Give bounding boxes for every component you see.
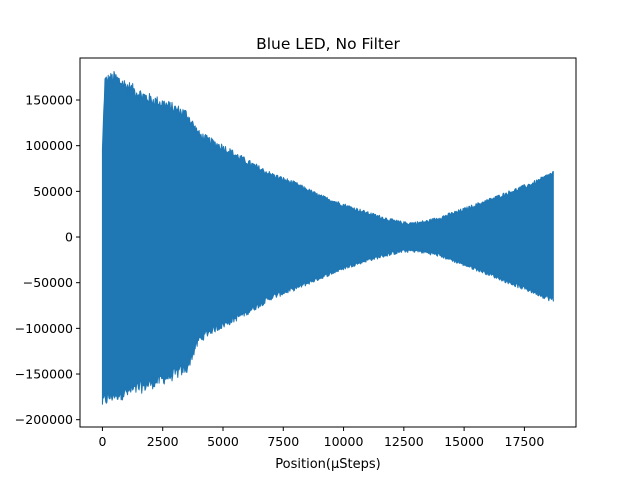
series-layer: [101, 71, 554, 405]
y-tick-label: 0: [65, 230, 73, 245]
x-tick-label: 17500: [505, 434, 545, 449]
y-axis: −200000 −150000 −100000 −50000 0 50000 100000 1…: [15, 93, 80, 427]
series-signal-envelope: [101, 71, 554, 405]
x-tick-label: 0: [98, 434, 106, 449]
x-tick-label: 12500: [384, 434, 424, 449]
x-tick-label: 2500: [147, 434, 179, 449]
x-axis: 0 2500 5000 7500 10000 12500 15000 17500: [98, 427, 544, 449]
x-tick-label: 5000: [207, 434, 239, 449]
y-tick-label: 50000: [33, 184, 73, 199]
y-tick-label: −200000: [15, 412, 73, 427]
y-tick-label: −100000: [15, 321, 73, 336]
y-tick-label: 150000: [25, 93, 73, 108]
chart-title: Blue LED, No Filter: [256, 35, 400, 53]
y-tick-label: −50000: [23, 275, 73, 290]
x-tick-label: 7500: [267, 434, 299, 449]
axes-frame: [79, 57, 577, 428]
y-tick-label: 100000: [25, 138, 73, 153]
y-tick-label: −150000: [15, 367, 73, 382]
x-tick-label: 15000: [444, 434, 484, 449]
plot-area: 0 2500 5000 7500 10000 12500 15000 17500 −20000…: [15, 57, 577, 449]
x-axis-label: Position(µSteps): [275, 457, 380, 472]
x-tick-label: 10000: [324, 434, 364, 449]
